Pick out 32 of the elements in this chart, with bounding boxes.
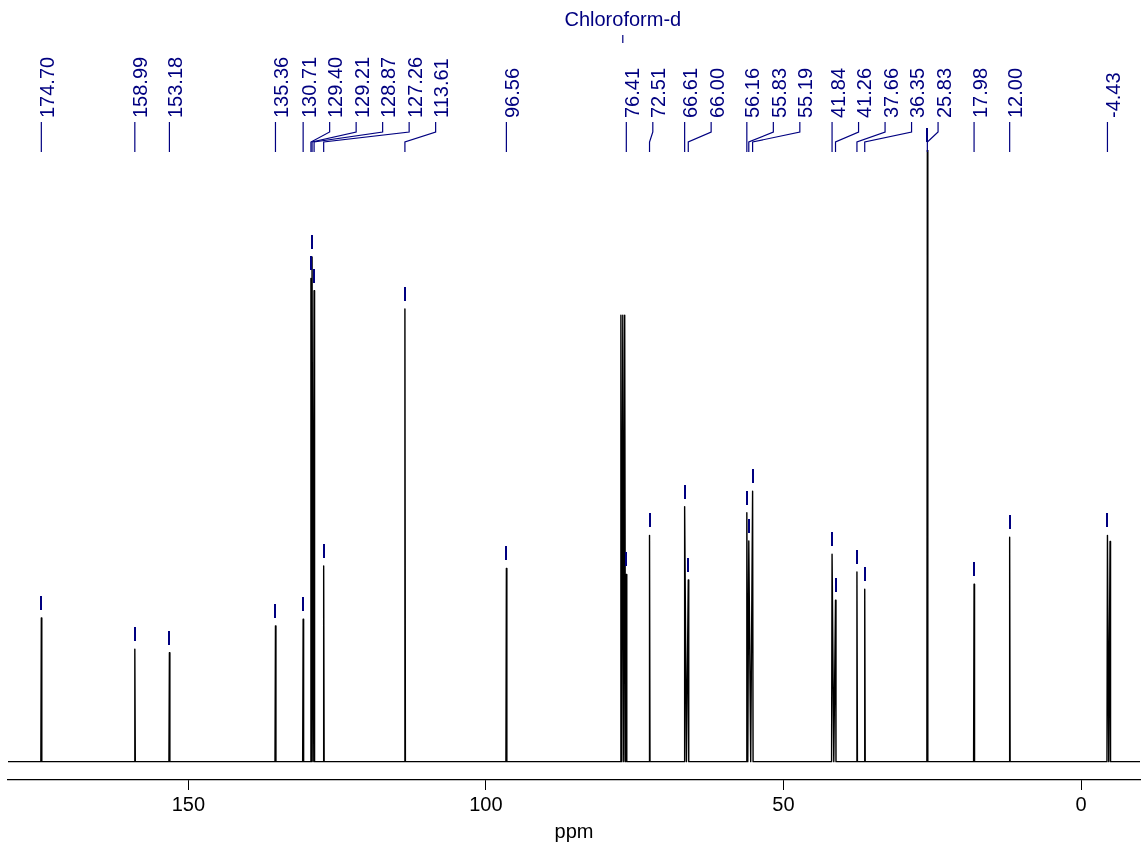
annotation: -4.43: [1101, 72, 1124, 118]
annotation: 76.41: [620, 67, 643, 118]
annotation: 37.66: [879, 67, 902, 118]
annotation: 41.26: [853, 67, 876, 118]
annotation: 153.18: [163, 56, 186, 118]
annotation: 17.98: [968, 67, 991, 118]
annotation: 55.83: [767, 67, 790, 118]
annotation: 158.99: [129, 56, 152, 118]
annotation: 129.40: [324, 56, 347, 118]
x-tick-label: 0: [1075, 792, 1087, 815]
annotation: 55.19: [794, 67, 817, 118]
annotation: 96.56: [500, 67, 523, 118]
annotation: 135.36: [269, 56, 292, 118]
annotation: 128.87: [377, 56, 400, 118]
x-axis-title: ppm: [554, 819, 594, 842]
annotation: 12.00: [1004, 67, 1027, 118]
annotation: 130.71: [297, 56, 320, 118]
annotation: 129.21: [350, 56, 373, 118]
annotation: Chloroform-d: [564, 8, 682, 30]
annotation: 127.26: [403, 56, 426, 118]
annotation: 66.61: [679, 67, 702, 118]
annotation: 36.35: [906, 67, 929, 118]
annotation: 25.83: [932, 67, 955, 118]
x-tick-label: 100: [469, 792, 503, 815]
annotation: 72.51: [647, 67, 670, 118]
annotation: 174.70: [35, 56, 58, 118]
annotation: 41.84: [826, 67, 849, 118]
annotation: 113.61: [430, 58, 453, 118]
annotation: 66.00: [705, 67, 728, 118]
x-tick-label: 50: [772, 792, 795, 815]
annotation: 56.16: [741, 67, 764, 118]
x-tick-label: 150: [171, 792, 206, 815]
